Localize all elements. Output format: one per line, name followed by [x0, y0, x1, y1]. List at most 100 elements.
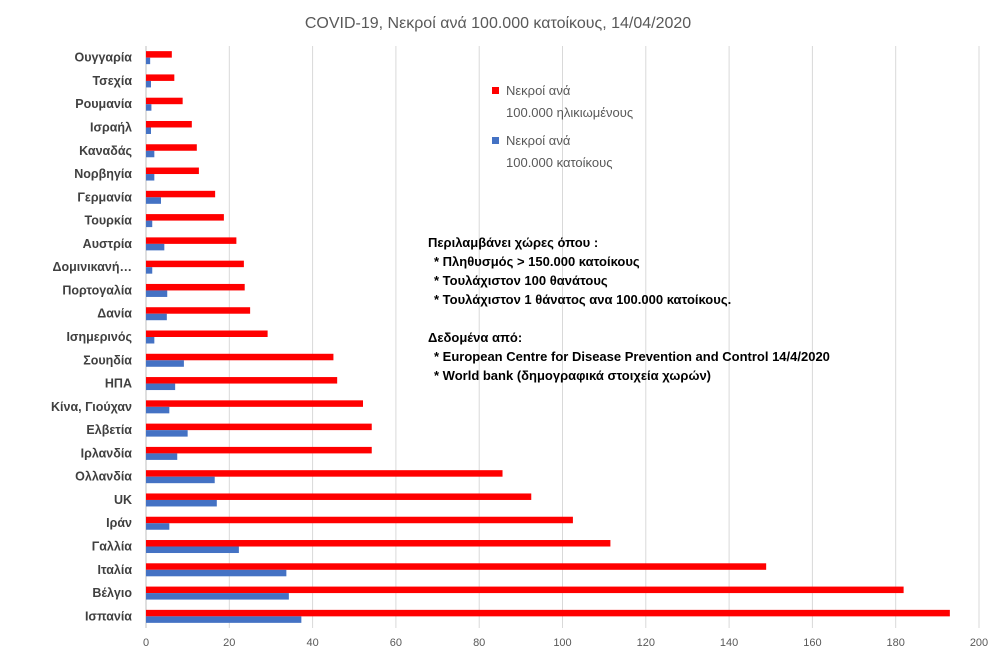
category-label: Σουηδία — [83, 353, 132, 367]
gridlines — [145, 46, 980, 628]
legend-swatch-0 — [492, 87, 499, 94]
bar-series-1-18 — [146, 476, 215, 484]
category-label: Αυστρία — [83, 237, 133, 251]
legend-label-1: Νεκροί ανά — [506, 133, 571, 148]
category-label: Βέλγιο — [92, 586, 132, 600]
bar-series-0-11 — [146, 307, 251, 314]
bar-series-0-17 — [146, 446, 372, 454]
category-labels: Ουγγαρία Τσεχία Ρουμανία Ισραήλ Καναδάς Νορβη… — [51, 51, 132, 624]
x-tick-label: 60 — [390, 637, 402, 649]
legend-label-0: Νεκροί ανά — [506, 83, 571, 98]
bar-series-0-14 — [146, 377, 338, 384]
bar-series-1-8 — [146, 243, 165, 251]
x-tick-label: 40 — [306, 637, 318, 649]
bar-series-0-22 — [146, 563, 767, 570]
bar-series-0-10 — [146, 283, 245, 291]
bar-series-1-4 — [146, 150, 155, 158]
chart-title: COVID-19, Νεκροί ανά 100.000 κατοίκους, … — [305, 15, 691, 32]
category-label: Ρουμανία — [75, 97, 132, 111]
legend-label-1: 100.000 κατοίκους — [506, 155, 612, 170]
x-tick-label: 0 — [143, 637, 149, 649]
x-tick-label: 120 — [637, 637, 655, 649]
legend-label-0: 100.000 ηλικιωμένους — [506, 105, 633, 120]
category-label: Ισραήλ — [90, 120, 132, 134]
bar-series-0-6 — [146, 190, 216, 198]
bar-series-0-19 — [146, 493, 532, 500]
bars — [146, 51, 950, 623]
bar-series-1-21 — [146, 546, 239, 554]
bar-series-0-9 — [146, 260, 244, 268]
x-tick-label: 80 — [473, 637, 485, 649]
bar-series-0-1 — [146, 74, 175, 81]
bar-series-0-18 — [146, 470, 503, 477]
bar-series-0-15 — [146, 400, 363, 407]
x-tick-label: 140 — [720, 637, 738, 649]
category-label: Ιράν — [106, 516, 132, 530]
bar-series-1-16 — [146, 430, 188, 437]
category-label: Γαλλία — [92, 540, 133, 554]
category-label: Ιταλία — [98, 563, 133, 577]
bar-series-1-14 — [146, 383, 176, 391]
category-label: Ουγγαρία — [75, 51, 133, 65]
bar-series-0-13 — [146, 353, 334, 361]
bar-series-0-23 — [146, 586, 904, 594]
x-tick-label: 20 — [223, 637, 235, 649]
x-tick-label: 200 — [970, 637, 988, 649]
category-label: Γερμανία — [77, 190, 132, 204]
bar-series-0-5 — [146, 167, 199, 175]
bar-series-1-17 — [146, 453, 178, 460]
annotation-line: * Τουλάχιστον 100 θανάτους — [434, 273, 608, 288]
category-label: Δανία — [97, 307, 132, 321]
x-tick-label: 160 — [803, 637, 821, 649]
category-label: Τουρκία — [85, 214, 133, 228]
bar-series-1-6 — [146, 197, 161, 204]
category-label: Ιρλανδία — [81, 446, 133, 460]
annotation-line: Δεδομένα από: — [428, 330, 522, 345]
annotation-line: * Πληθυσμός > 150.000 κατοίκους — [434, 254, 640, 269]
bar-series-1-23 — [146, 593, 289, 600]
annotation-line: * European Centre for Disease Prevention… — [434, 349, 830, 364]
annotation-box: Περιλαμβάνει χώρες όπου : * Πληθυσμός > 1… — [428, 235, 830, 383]
x-tick-label: 180 — [887, 637, 905, 649]
legend-swatch-1 — [492, 137, 499, 144]
bar-series-1-1 — [146, 80, 151, 88]
annotation-line: * World bank (δημογραφικά στοιχεία χωρών… — [434, 368, 711, 383]
bar-series-0-24 — [146, 609, 950, 617]
bar-series-0-12 — [146, 330, 268, 337]
bar-series-1-7 — [146, 220, 153, 228]
category-label: Ισημερινός — [66, 330, 132, 344]
bar-series-1-10 — [146, 290, 168, 297]
bar-series-1-11 — [146, 313, 167, 321]
bar-series-1-15 — [146, 406, 170, 414]
bar-series-1-24 — [146, 616, 302, 623]
x-tick-label: 100 — [553, 637, 571, 649]
category-label: ΗΠΑ — [105, 377, 132, 391]
category-label: Νορβηγία — [74, 167, 132, 181]
category-label: Ισπανία — [85, 609, 132, 623]
category-label: Ολλανδία — [75, 470, 132, 484]
bar-series-1-0 — [146, 57, 151, 65]
bar-series-1-13 — [146, 360, 184, 367]
category-label: Πορτογαλία — [62, 283, 132, 297]
bar-series-0-7 — [146, 214, 224, 221]
x-tick-labels: 0 20 40 60 80 100 120 140 160 180 200 — [143, 637, 988, 649]
bar-series-0-21 — [146, 540, 611, 547]
bar-series-1-12 — [146, 337, 155, 344]
bar-series-1-3 — [146, 127, 151, 134]
bar-series-1-19 — [146, 499, 217, 507]
bar-series-1-20 — [146, 523, 170, 530]
bar-series-1-22 — [146, 569, 287, 577]
annotation-line: Περιλαμβάνει χώρες όπου : — [428, 235, 598, 250]
bar-series-0-16 — [146, 423, 372, 431]
category-label: Ελβετία — [86, 423, 132, 437]
category-label: Καναδάς — [79, 144, 132, 158]
category-label: Δομινικανή… — [53, 260, 133, 274]
annotation-line: * Τουλάχιστον 1 θάνατος ανα 100.000 κατο… — [434, 292, 731, 307]
category-label: Κίνα, Γιούχαν — [51, 400, 132, 414]
bar-series-0-3 — [146, 120, 192, 128]
bar-series-0-0 — [146, 51, 172, 58]
bar-series-0-20 — [146, 516, 573, 524]
bar-series-1-2 — [146, 104, 152, 111]
legend: Νεκροί ανά 100.000 ηλικιωμένους Νεκροί ανά… — [492, 83, 633, 170]
